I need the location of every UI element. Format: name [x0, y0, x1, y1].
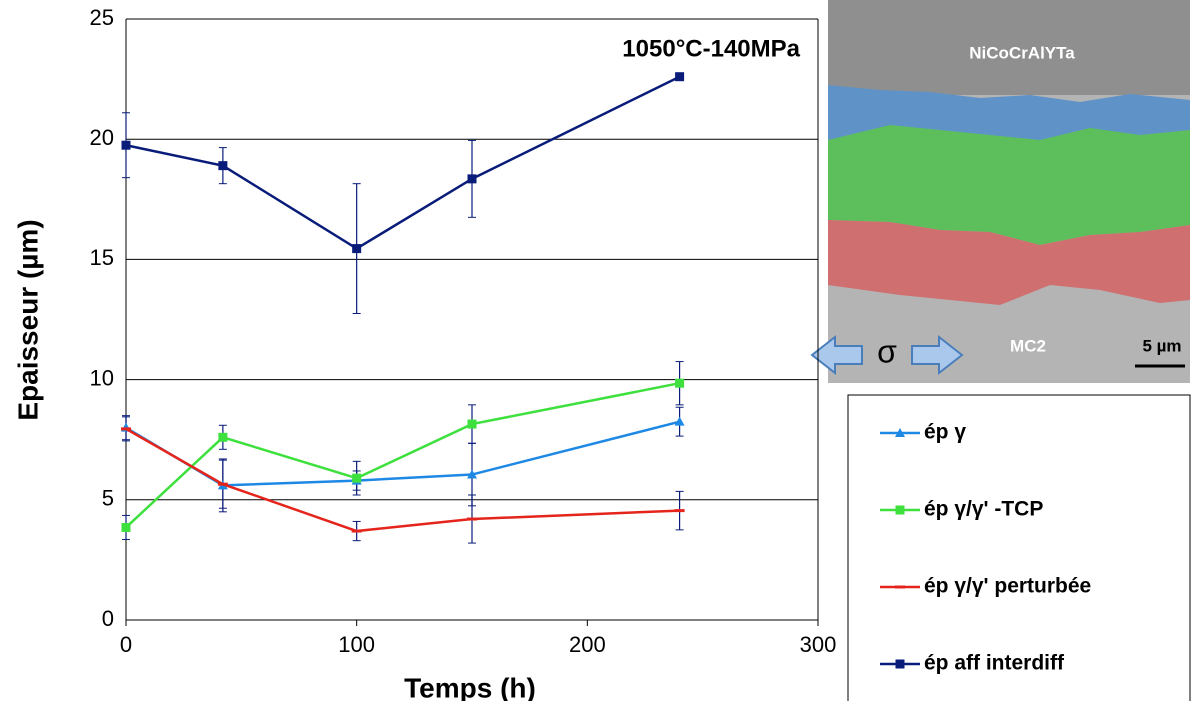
data-point [467, 469, 477, 479]
y-tick-label: 10 [90, 365, 114, 390]
scale-label: 5 µm [1142, 336, 1181, 355]
arrow-right [911, 334, 964, 376]
legend-label: ép γ/γ' perturbée [924, 575, 1091, 598]
legend-box [847, 394, 1191, 701]
annotation: 1050°C-140MPa [622, 35, 800, 62]
series-line [125, 381, 680, 529]
perturbed-layer [828, 220, 1190, 305]
legend-label: ép γ/γ' -TCP [924, 498, 1043, 521]
data-point [675, 378, 685, 388]
legend-marker [895, 505, 905, 515]
y-tick-label: 0 [102, 606, 114, 631]
substrate-label: MC2 [1010, 336, 1046, 355]
y-tick-label: 20 [90, 125, 114, 150]
data-point [218, 161, 228, 171]
data-point [218, 432, 228, 442]
data-point [121, 522, 131, 532]
x-tick-label: 100 [338, 632, 375, 657]
data-point [467, 517, 477, 521]
legend-marker [895, 585, 905, 589]
legend-marker [895, 659, 905, 669]
tcp-layer [828, 125, 1190, 245]
sigma: σ [877, 333, 897, 369]
data-point [467, 419, 477, 429]
coating-label: NiCoCrAlYTa [969, 43, 1075, 62]
data-point [121, 427, 131, 431]
arrow-left [810, 334, 863, 376]
data-point [217, 482, 228, 486]
x-tick-label: 300 [800, 632, 837, 657]
data-point [352, 473, 362, 483]
data-point [467, 174, 477, 184]
data-point [674, 416, 685, 426]
series-line [125, 75, 681, 251]
data-point [674, 509, 685, 513]
series-line [125, 427, 680, 533]
x-tick-label: 200 [569, 632, 606, 657]
x-axis-label: Temps (h) [404, 672, 536, 701]
y-tick-label: 5 [102, 486, 114, 511]
legend-label: ép γ [924, 421, 966, 444]
y-axis-label: Epaisseur (µm) [12, 219, 43, 420]
y-tick-label: 25 [90, 5, 114, 30]
y-tick-label: 15 [90, 245, 114, 270]
x-tick-label: 0 [120, 632, 132, 657]
data-point [351, 529, 362, 533]
data-point [121, 140, 131, 150]
legend-marker [895, 428, 905, 437]
coating [828, 0, 1190, 95]
data-point [352, 244, 362, 254]
micrograph: NiCoCrAlYTa MC2 5 µm σ [810, 0, 1190, 383]
legend-label: ép aff interdiff [924, 652, 1065, 675]
data-point [675, 72, 685, 82]
